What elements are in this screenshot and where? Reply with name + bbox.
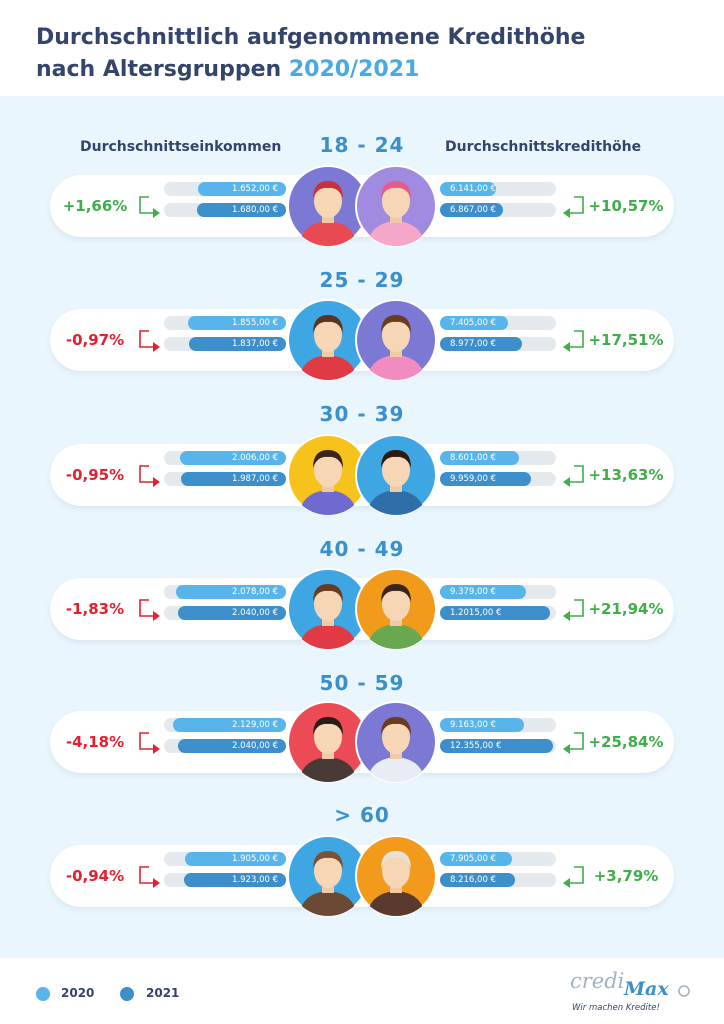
credit-bar-2021: 1.2015,00 €: [440, 606, 550, 620]
income-change-arrow-icon: [139, 866, 160, 888]
credit-change-value: +13,63%: [588, 466, 664, 484]
income-bar-2021: 1.680,00 €: [197, 203, 286, 217]
income-change-arrow-icon: [139, 465, 160, 487]
young-woman-beanie-avatar-icon: [355, 165, 437, 247]
credit-change-arrow-icon: [563, 330, 584, 352]
woman-jacket-avatar-icon: [355, 568, 437, 650]
legend-dot-2020: [36, 987, 50, 1001]
income-change-value: -4,18%: [65, 733, 125, 751]
credit-bar-2020: 7.905,00 €: [440, 852, 512, 866]
age-group-label: > 60: [334, 803, 390, 827]
woman-curly-avatar-icon: [355, 701, 437, 783]
title-year-highlight: 2020/2021: [288, 57, 420, 82]
credit-change-value: +21,94%: [588, 600, 664, 618]
mustache-man-avatar-icon: [287, 701, 369, 783]
title-line-2-prefix: nach Altersgruppen: [36, 57, 289, 82]
age-group-label: 50 - 59: [319, 671, 405, 695]
credit-change-arrow-icon: [563, 196, 584, 218]
age-group-label: 40 - 49: [319, 537, 405, 561]
income-change-value: +1,66%: [62, 197, 128, 215]
credit-change-arrow-icon: [563, 732, 584, 754]
income-bar-2020: 2.006,00 €: [180, 451, 286, 465]
credit-bar-2021: 9.959,00 €: [440, 472, 531, 486]
credit-bar-2020: 6.141,00 €: [440, 182, 496, 196]
credit-bar-2020: 9.379,00 €: [440, 585, 526, 599]
bearded-man-avatar-icon: [287, 568, 369, 650]
credimax-logo: credi Max Wir machen Kredite!: [570, 969, 690, 1013]
woman-bun-avatar-icon: [355, 434, 437, 516]
credit-bar-2021: 8.977,00 €: [440, 337, 522, 351]
logo-text-b: Max: [623, 978, 669, 1000]
income-change-value: -0,95%: [65, 466, 125, 484]
credit-change-value: +17,51%: [588, 331, 664, 349]
legend-dot-2021: [120, 987, 134, 1001]
income-bar-2021: 1.923,00 €: [184, 873, 286, 887]
young-man-cap-avatar-icon: [287, 165, 369, 247]
income-change-value: -0,94%: [65, 867, 125, 885]
credit-change-arrow-icon: [563, 599, 584, 621]
income-bar-2021: 2.040,00 €: [178, 606, 286, 620]
woman-ponytail-avatar-icon: [355, 299, 437, 381]
income-bar-2020: 1.652,00 €: [198, 182, 286, 196]
income-change-value: -0,97%: [65, 331, 125, 349]
man-hoodie-avatar-icon: [287, 299, 369, 381]
title-line-1: Durchschnittlich aufgenommene Kredithöhe: [36, 25, 586, 50]
legend-label-2021: 2021: [146, 986, 180, 1000]
credit-change-arrow-icon: [563, 866, 584, 888]
credit-bar-2020: 9.163,00 €: [440, 718, 524, 732]
credit-change-value: +10,57%: [588, 197, 664, 215]
age-group-label: 25 - 29: [319, 268, 405, 292]
credit-bar-2021: 12.355,00 €: [440, 739, 553, 753]
logo-text-a: credi: [570, 969, 624, 993]
chart-panel: [0, 96, 724, 958]
credit-bar-2021: 8.216,00 €: [440, 873, 515, 887]
senior-woman-avatar-icon: [355, 835, 437, 917]
logo-tagline: Wir machen Kredite!: [572, 1003, 660, 1013]
income-header: Durchschnittseinkommen: [80, 139, 282, 155]
credit-bar-2021: 6.867,00 €: [440, 203, 503, 217]
income-change-arrow-icon: [139, 196, 160, 218]
man-shirt-avatar-icon: [287, 434, 369, 516]
legend-label-2020: 2020: [61, 986, 95, 1000]
income-bar-2021: 1.987,00 €: [181, 472, 286, 486]
income-change-arrow-icon: [139, 330, 160, 352]
credit-bar-2020: 8.601,00 €: [440, 451, 519, 465]
income-bar-2020: 1.855,00 €: [188, 316, 286, 330]
page-title: Durchschnittlich aufgenommene Kredithöhe…: [36, 22, 585, 86]
age-group-label: 18 - 24: [319, 133, 405, 157]
credit-header: Durchschnittskredithöhe: [445, 139, 642, 155]
credit-change-arrow-icon: [563, 465, 584, 487]
title-line-2: nach Altersgruppen 2020/2021: [36, 54, 585, 86]
credit-change-value: +3,79%: [593, 867, 659, 885]
credit-change-value: +25,84%: [588, 733, 664, 751]
income-change-value: -1,83%: [65, 600, 125, 618]
senior-man-hat-avatar-icon: [287, 835, 369, 917]
income-bar-2021: 2.040,00 €: [178, 739, 286, 753]
income-bar-2020: 2.129,00 €: [173, 718, 286, 732]
income-change-arrow-icon: [139, 599, 160, 621]
income-bar-2020: 2.078,00 €: [176, 585, 286, 599]
income-bar-2021: 1.837,00 €: [189, 337, 286, 351]
credit-bar-2020: 7.405,00 €: [440, 316, 508, 330]
income-change-arrow-icon: [139, 732, 160, 754]
income-bar-2020: 1.905,00 €: [185, 852, 286, 866]
age-group-label: 30 - 39: [319, 402, 405, 426]
